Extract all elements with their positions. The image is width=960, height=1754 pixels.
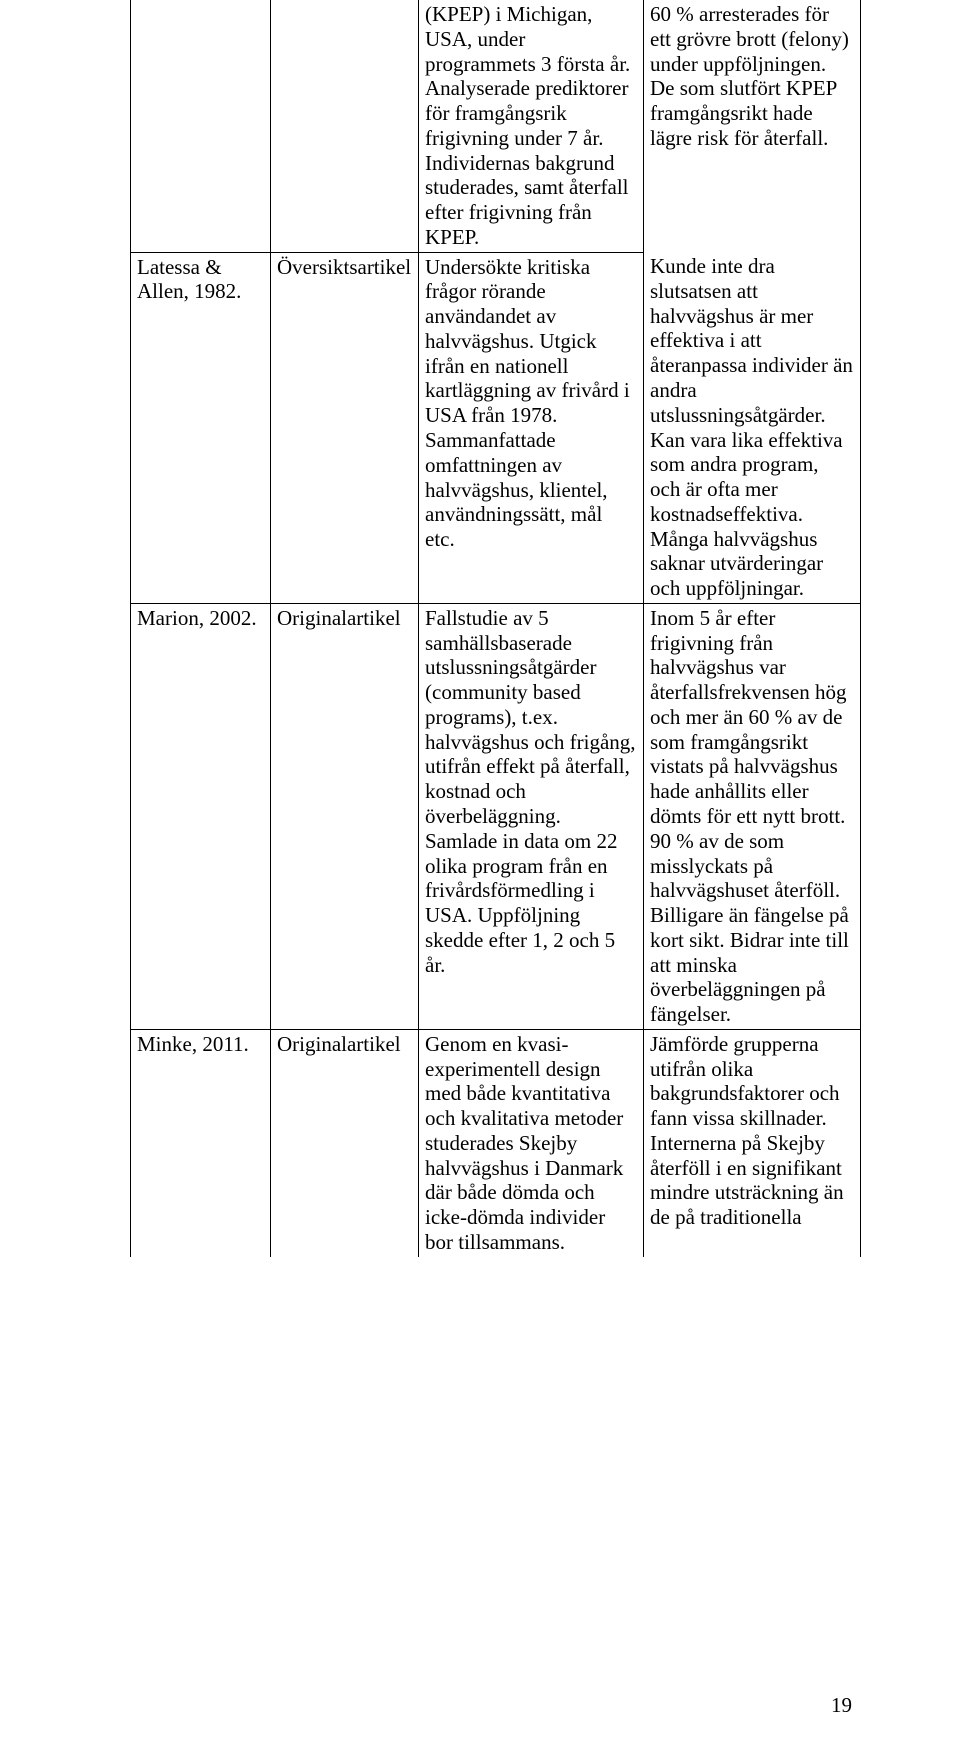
cell-method: Undersökte kritiska frågor rörande använ… bbox=[419, 252, 644, 603]
cell-author bbox=[131, 0, 271, 252]
table-row: (KPEP) i Michigan, USA, under programmet… bbox=[131, 0, 861, 252]
table-row: Minke, 2011. Originalartikel Genom en kv… bbox=[131, 1029, 861, 1256]
cell-type bbox=[271, 0, 419, 252]
document-page: (KPEP) i Michigan, USA, under programmet… bbox=[0, 0, 960, 1754]
cell-method: Fallstudie av 5 samhällsbaserade utsluss… bbox=[419, 603, 644, 1029]
cell-result: Inom 5 år efter frigivning från halvvägs… bbox=[644, 603, 861, 1029]
page-number: 19 bbox=[831, 1693, 852, 1718]
cell-method: Genom en kvasi-experimentell design med … bbox=[419, 1029, 644, 1256]
table-row: Latessa & Allen, 1982. Översiktsartikel … bbox=[131, 252, 861, 603]
cell-author: Minke, 2011. bbox=[131, 1029, 271, 1256]
cell-type: Originalartikel bbox=[271, 1029, 419, 1256]
cell-author: Latessa & Allen, 1982. bbox=[131, 252, 271, 603]
table-row: Marion, 2002. Originalartikel Fallstudie… bbox=[131, 603, 861, 1029]
cell-author: Marion, 2002. bbox=[131, 603, 271, 1029]
cell-result: 60 % arresterades för ett grövre brott (… bbox=[644, 0, 861, 252]
literature-table: (KPEP) i Michigan, USA, under programmet… bbox=[130, 0, 861, 1257]
cell-result: Kunde inte dra slutsatsen att halvvägshu… bbox=[644, 252, 861, 603]
cell-type: Översiktsartikel bbox=[271, 252, 419, 603]
cell-method: (KPEP) i Michigan, USA, under programmet… bbox=[419, 0, 644, 252]
cell-result: Jämförde grupperna utifrån olika bakgrun… bbox=[644, 1029, 861, 1256]
cell-type: Originalartikel bbox=[271, 603, 419, 1029]
